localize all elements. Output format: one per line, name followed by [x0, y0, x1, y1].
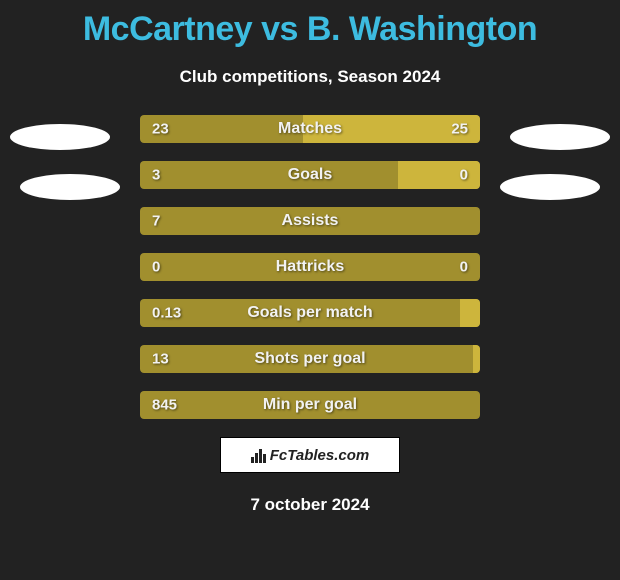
bars-icon: [251, 447, 266, 463]
stat-label: Goals: [140, 166, 480, 184]
attribution-text: FcTables.com: [270, 447, 369, 464]
stat-label: Matches: [140, 120, 480, 138]
subtitle: Club competitions, Season 2024: [0, 67, 620, 87]
stat-label: Goals per match: [140, 304, 480, 322]
stat-label: Shots per goal: [140, 350, 480, 368]
stat-row: Goals3 0: [0, 161, 620, 189]
stat-value-left: 0: [152, 259, 160, 276]
stat-value-left: 845: [152, 397, 177, 414]
stat-label: Assists: [140, 212, 480, 230]
stat-value-left: 3: [152, 167, 160, 184]
stat-label: Min per goal: [140, 396, 480, 414]
stat-value-left: 23: [152, 121, 169, 138]
stat-label: Hattricks: [140, 258, 480, 276]
comparison-chart: Matches2325Goals30Assists7Hattricks00Goa…: [0, 115, 620, 419]
stat-row: Assists7: [0, 207, 620, 235]
stat-row: Matches23 25: [0, 115, 620, 143]
stat-row: Hattricks0 0: [0, 253, 620, 281]
stat-value-left: 13: [152, 351, 169, 368]
stat-value-right: 25: [451, 121, 468, 138]
stat-value-left: 7: [152, 213, 160, 230]
stat-value-left: 0.13: [152, 305, 181, 322]
stat-row: Goals per match0.13: [0, 299, 620, 327]
stat-row: Min per goal845: [0, 391, 620, 419]
stat-value-right: 0: [460, 167, 468, 184]
stat-row: Shots per goal13: [0, 345, 620, 373]
stat-value-right: 0: [460, 259, 468, 276]
date-label: 7 october 2024: [0, 495, 620, 515]
page-title: McCartney vs B. Washington: [0, 0, 620, 49]
attribution-badge: FcTables.com: [220, 437, 400, 473]
